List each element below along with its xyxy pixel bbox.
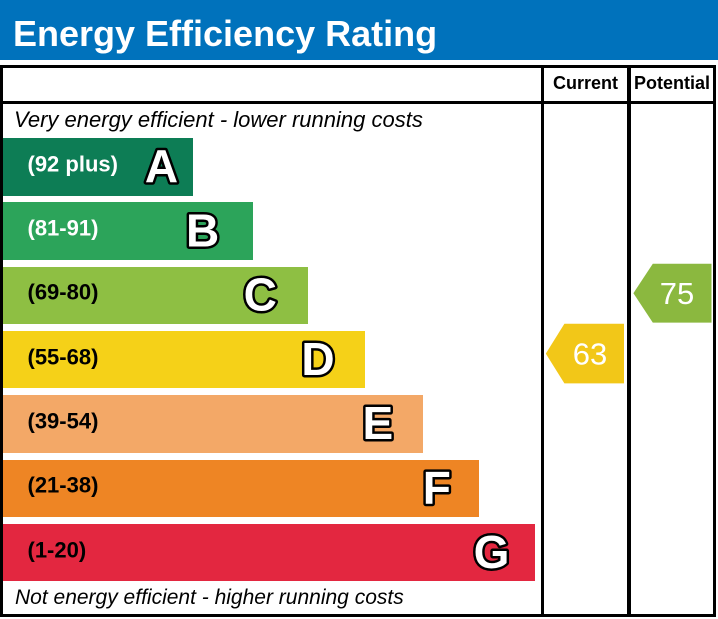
svg-text:G: G (474, 526, 510, 578)
svg-text:63: 63 (573, 337, 607, 372)
svg-text:F: F (423, 462, 451, 514)
svg-text:D: D (301, 333, 334, 385)
svg-text:B: B (186, 204, 219, 256)
svg-text:C: C (244, 269, 277, 321)
svg-text:A: A (145, 140, 178, 192)
svg-text:E: E (362, 397, 393, 449)
svg-text:75: 75 (660, 276, 694, 311)
